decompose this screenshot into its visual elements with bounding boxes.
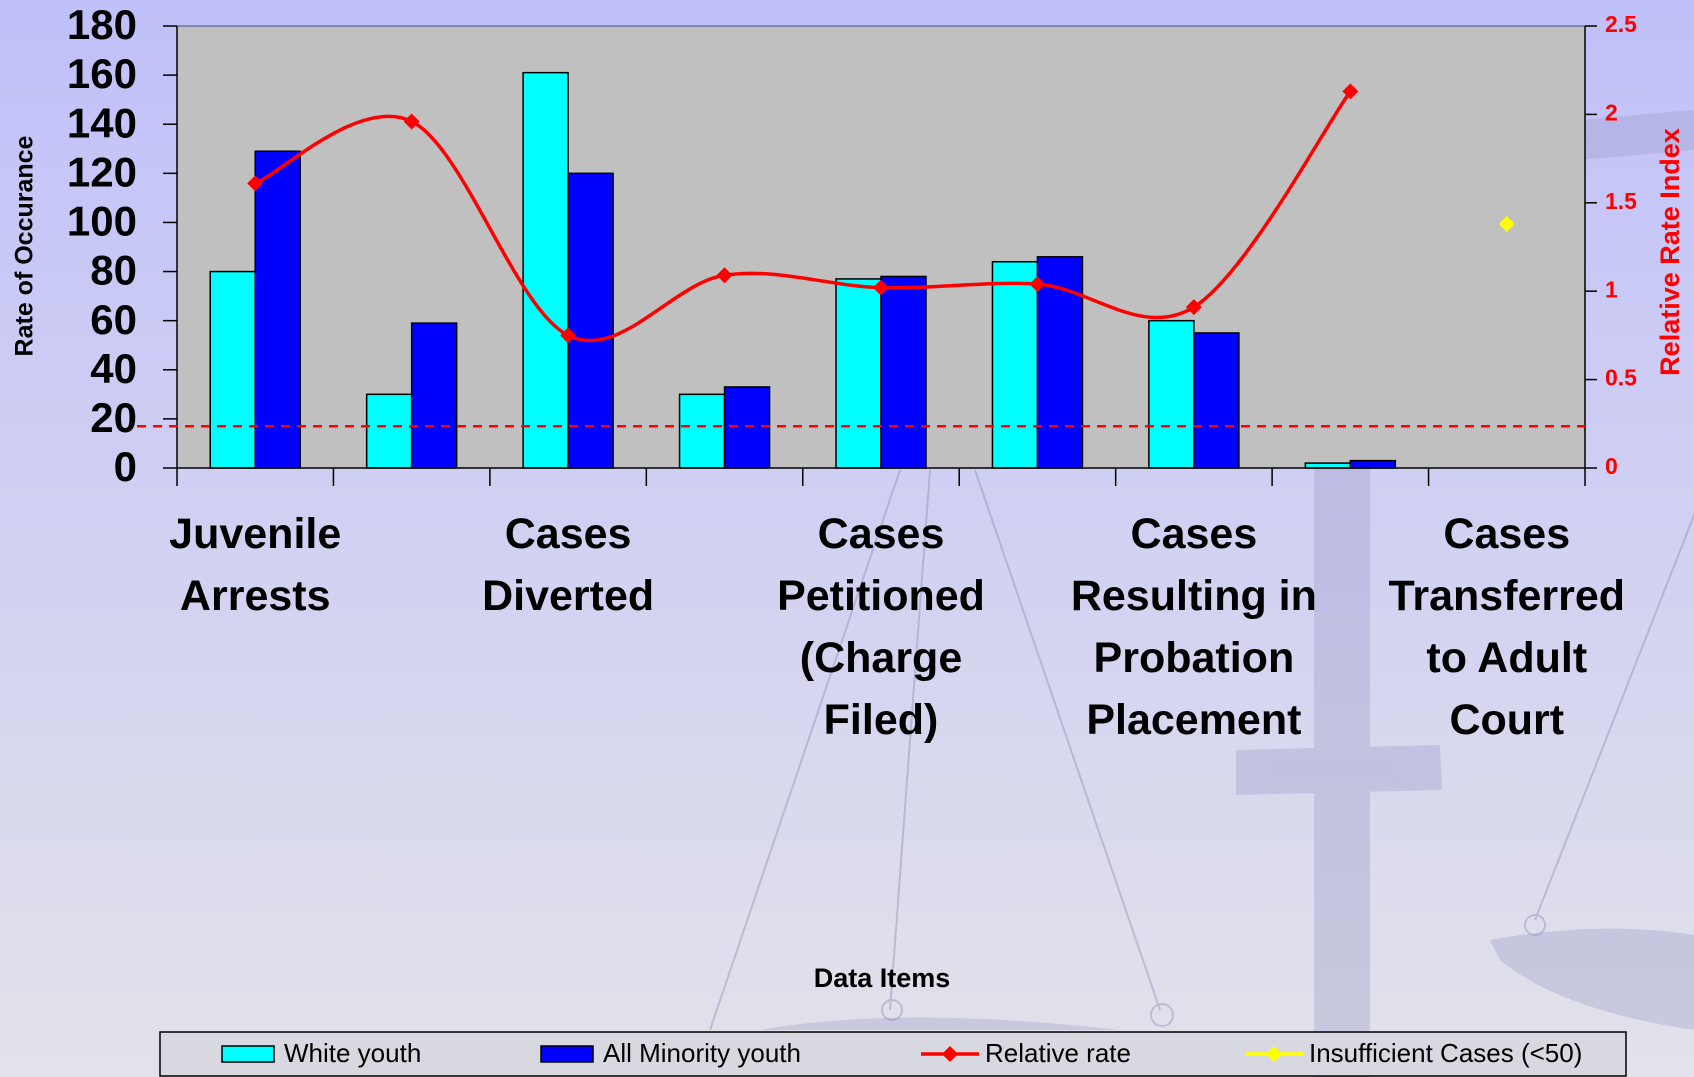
y-tick-label: 40 [90, 345, 137, 392]
point [716, 267, 733, 284]
x-tick-label: Juvenile Arrests [169, 510, 341, 620]
bar [567, 172, 614, 469]
bar [678, 393, 726, 469]
legend [159, 1031, 1627, 1077]
y-tick-label: 180 [67, 1, 137, 48]
legend-swatch-marker [942, 1046, 958, 1062]
y-tick-label: 120 [67, 148, 137, 195]
y-tick-label: 140 [67, 99, 137, 146]
y2-axis-title: Relative Rate Index [1655, 128, 1685, 376]
y2-tick-label: 1.5 [1605, 188, 1637, 214]
y2-tick-label: 0 [1605, 453, 1618, 479]
bar [254, 150, 301, 469]
legend-swatch [221, 1045, 275, 1063]
y-tick-label: 20 [90, 394, 137, 441]
x-tick-label: Cases Resulting in Probation Placement [1071, 510, 1317, 744]
bar [1349, 459, 1397, 469]
y-axis-title: Rate of Occurance [11, 135, 39, 356]
point [1342, 83, 1359, 100]
scales-strings [709, 469, 1694, 1031]
x-tick-label: Cases Transferred to Adult Court [1388, 510, 1625, 744]
bar [209, 270, 256, 469]
y-tick-label: 100 [67, 198, 137, 245]
y-tick-label: 60 [90, 296, 137, 343]
x-tick-label: Cases Petitioned (Charge Filed) [777, 510, 985, 744]
y2-tick-label: 2 [1605, 99, 1618, 125]
legend-label: Insufficient Cases (<50) [1309, 1038, 1582, 1068]
bar [991, 260, 1039, 469]
y2-tick-label: 0.5 [1605, 365, 1637, 391]
bar [1148, 319, 1195, 469]
bar [365, 393, 413, 469]
y2-tick-label: 1 [1605, 276, 1618, 302]
x-axis-title: Data Items [814, 963, 951, 993]
legend-label: White youth [284, 1038, 421, 1068]
y-tick-label: 160 [67, 50, 137, 97]
bar [880, 275, 927, 469]
bar [522, 71, 569, 469]
x-tick-label: Cases Diverted [482, 510, 654, 620]
y2-tick-label: 2.5 [1605, 11, 1637, 37]
point [873, 279, 889, 296]
bar [1193, 332, 1240, 469]
bar [410, 322, 458, 469]
point [1185, 299, 1202, 316]
legend-label: Relative rate [985, 1038, 1131, 1068]
point [560, 327, 577, 344]
legend-swatch-marker [1266, 1046, 1282, 1062]
point [403, 113, 420, 130]
y-tick-label: 80 [90, 247, 137, 294]
scales-decoration [760, 110, 1694, 1077]
point [1029, 276, 1046, 293]
y-tick-label: 0 [114, 443, 137, 490]
point [247, 175, 264, 192]
legend-swatch [540, 1045, 594, 1063]
legend-label: All Minority youth [603, 1038, 801, 1068]
bar [835, 278, 882, 469]
point [1498, 216, 1515, 233]
